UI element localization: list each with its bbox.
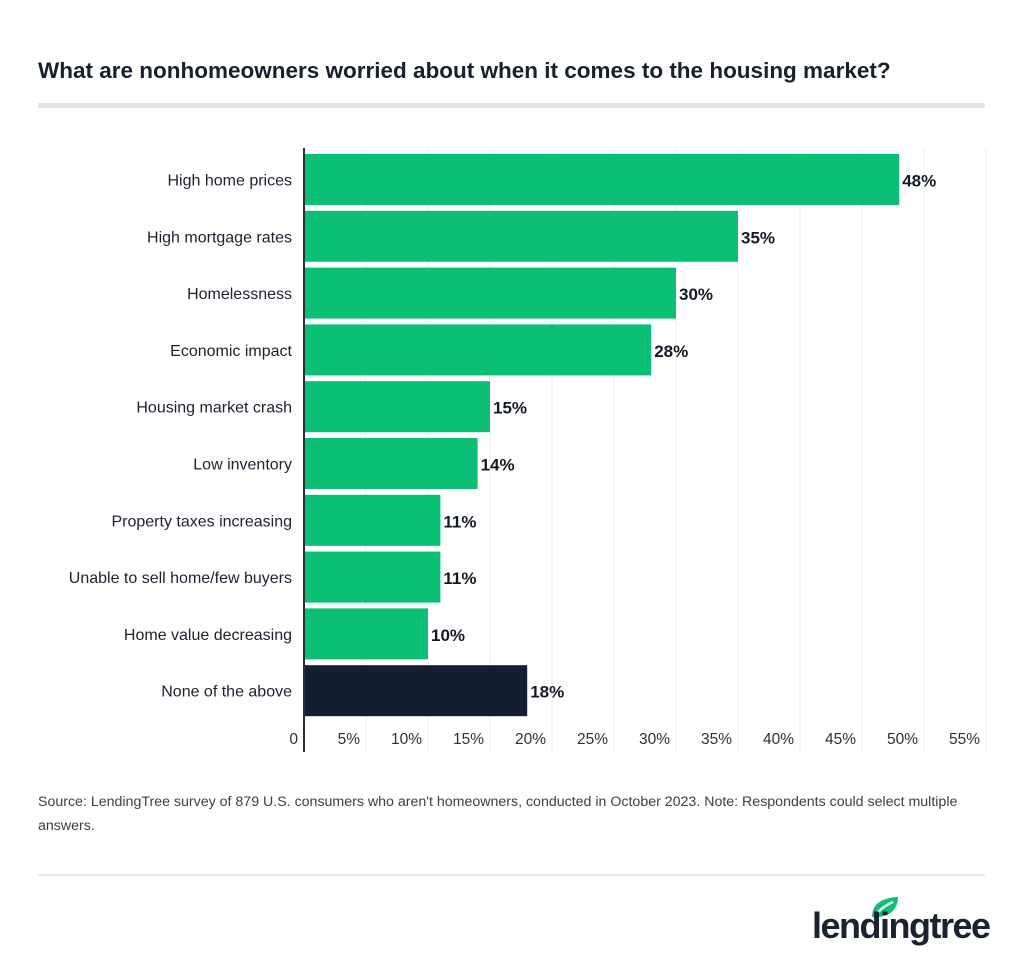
source-note: Source: LendingTree survey of 879 U.S. c…	[38, 794, 958, 834]
data-label: 11%	[443, 569, 476, 588]
data-label: 11%	[443, 512, 476, 531]
title-divider	[38, 103, 985, 108]
data-label: 28%	[654, 342, 688, 361]
data-label: 48%	[902, 172, 936, 191]
bar	[304, 154, 900, 205]
x-tick-label: 45%	[825, 731, 856, 748]
bar	[304, 381, 490, 433]
data-label: 15%	[493, 399, 527, 418]
bar	[304, 551, 441, 603]
category-label: Unable to sell home/few buyers	[69, 570, 292, 587]
category-label: Homelessness	[187, 286, 292, 303]
bar	[304, 608, 428, 660]
bar	[304, 324, 652, 376]
bar-chart: 0 5% 10% 15% 20% 25% 30% 35% 40% 45% 50% 55% High ho…	[69, 148, 987, 752]
category-label: Property taxes increasing	[111, 513, 292, 530]
bar	[304, 665, 528, 717]
x-tick-label: 55%	[949, 731, 980, 748]
data-label: 10%	[431, 626, 465, 645]
category-label: Housing market crash	[136, 400, 292, 417]
x-tick-label: 25%	[577, 731, 608, 748]
data-label: 18%	[530, 683, 564, 702]
category-label: Home value decreasing	[124, 627, 292, 644]
bar	[304, 438, 478, 489]
category-label: High home prices	[168, 173, 293, 190]
lendingtree-logo: lendingtree	[810, 893, 991, 949]
logo-wordmark: lendingtree	[812, 905, 991, 946]
category-label: High mortgage rates	[147, 229, 292, 246]
data-label: 35%	[741, 228, 775, 247]
x-tick-label: 0	[289, 731, 298, 748]
x-tick-label: 10%	[391, 731, 422, 748]
leaf-icon	[872, 897, 898, 917]
x-tick-label: 50%	[887, 731, 918, 748]
footer-divider	[38, 874, 985, 876]
chart-title: What are nonhomeowners worried about whe…	[38, 58, 891, 83]
category-label: Economic impact	[170, 343, 292, 360]
bar	[304, 494, 441, 546]
x-tick-label: 40%	[763, 731, 794, 748]
x-tick-label: 35%	[701, 731, 732, 748]
bar	[304, 210, 738, 262]
category-label: Low inventory	[193, 457, 292, 474]
x-tick-label: 30%	[639, 731, 670, 748]
data-label: 14%	[481, 456, 515, 475]
x-tick-label: 20%	[515, 731, 546, 748]
category-label: None of the above	[161, 684, 292, 701]
data-label: 30%	[679, 285, 713, 304]
bar	[304, 267, 676, 319]
x-tick-label: 15%	[453, 731, 484, 748]
x-tick-label: 5%	[338, 731, 361, 748]
